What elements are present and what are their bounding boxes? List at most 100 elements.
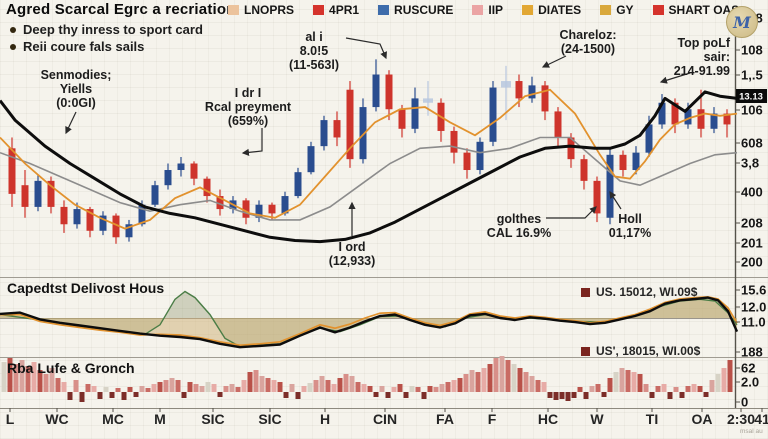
legend-item-label: LNOPRS — [244, 3, 295, 17]
candlestick — [359, 107, 367, 160]
volume-bar — [373, 392, 379, 397]
y-axis-label: 3,8 — [741, 156, 759, 171]
volume-bar — [541, 382, 547, 392]
ma-line-black — [0, 90, 738, 244]
legend-item-shart-oas: SHART OAS — [652, 3, 740, 17]
candlestick — [268, 204, 276, 214]
volume-bar — [655, 386, 661, 392]
volume-bar — [259, 376, 265, 392]
candlestick — [450, 130, 458, 153]
legend-swatch-icon — [522, 5, 534, 15]
volume-bar — [409, 386, 415, 392]
candlestick — [242, 200, 250, 218]
candlestick — [423, 98, 433, 103]
legend-item-label: GY — [616, 3, 634, 17]
annotation-arrow-top-polf — [659, 72, 691, 84]
page-title: Agred Scarcal Egrc a recriatior — [6, 1, 233, 18]
volume-bar — [61, 382, 67, 392]
volume-bar — [613, 372, 619, 392]
candlestick — [463, 152, 471, 171]
candlestick — [411, 98, 419, 129]
y-axis-label: 0 — [741, 395, 748, 410]
volume-bar — [7, 358, 13, 392]
candlestick — [125, 224, 133, 238]
volume-bar — [37, 370, 43, 392]
volume-bar — [133, 392, 139, 397]
volume-bar — [415, 387, 421, 392]
volume-bar — [577, 387, 583, 392]
candlestick — [21, 185, 29, 207]
volume-bar — [193, 384, 199, 392]
volume-bar — [451, 380, 457, 392]
volume-bar — [667, 392, 673, 399]
volume-bar — [457, 378, 463, 392]
subtitle-bullet-2: Reii coure fals sails — [10, 39, 144, 54]
volume-bar — [343, 374, 349, 392]
volume-bar — [595, 384, 601, 392]
volume-legend-label: US', 18015, WI.00$ — [596, 344, 701, 358]
legend-item-diates: DIATES — [522, 3, 581, 17]
volume-bar — [391, 387, 397, 392]
volume-bar — [493, 358, 499, 392]
volume-bar — [115, 388, 121, 392]
volume-bar — [385, 392, 391, 398]
legend-item-label: IIP — [488, 3, 504, 17]
volume-bar — [715, 374, 721, 392]
volume-bar — [661, 384, 667, 392]
legend-swatch-icon — [581, 287, 590, 297]
candlestick — [86, 209, 94, 231]
y-axis-label: 608 — [741, 136, 763, 151]
legend-item-label: SHART OAS — [668, 3, 740, 17]
candlestick — [372, 74, 380, 108]
fine-print: msal au — [740, 428, 763, 435]
volume-bar — [631, 372, 637, 392]
legend-item-label: DIATES — [538, 3, 582, 17]
volume-bar — [499, 356, 505, 392]
volume-bar — [235, 387, 241, 392]
volume-bar — [529, 376, 535, 392]
legend-swatch-icon — [472, 5, 484, 15]
volume-bar — [289, 384, 295, 392]
oscillator-legend: US. 15012, WI.09$ — [581, 285, 697, 299]
volume-bar — [211, 384, 217, 392]
x-axis-label: WC — [45, 411, 68, 427]
candlestick — [645, 124, 653, 153]
volume-bar — [13, 364, 19, 392]
volume-bar — [403, 392, 409, 398]
y-axis-label: 1,.5 — [741, 68, 763, 83]
candlestick — [333, 120, 341, 138]
volume-bar — [505, 360, 511, 392]
volume-bar — [145, 388, 151, 392]
candlestick — [320, 120, 328, 147]
volume-bar — [349, 376, 355, 392]
candlestick — [541, 85, 549, 112]
volume-bar — [691, 384, 697, 392]
candlestick — [47, 180, 55, 207]
y-axis-label: 11.0 — [741, 315, 766, 330]
volume-bar — [337, 378, 343, 392]
volume-bar — [685, 386, 691, 392]
volume-bar — [511, 364, 517, 392]
volume-bar — [553, 392, 559, 400]
candlestick — [515, 81, 523, 99]
legend-item-label: 4PR1 — [329, 3, 360, 17]
x-axis-label: SIC — [258, 411, 281, 427]
x-axis-label: HC — [538, 411, 558, 427]
volume-bar — [265, 378, 271, 392]
volume-bar — [103, 387, 109, 392]
annotation-arrow-al-i — [345, 37, 387, 60]
candlestick — [294, 172, 302, 197]
volume-bar — [397, 384, 403, 392]
volume-bar — [571, 392, 577, 398]
volume-bar — [421, 392, 427, 399]
volume-bar — [97, 392, 103, 399]
volume-bar — [253, 370, 259, 392]
volume-bar — [85, 384, 91, 392]
y-axis-label: 108 — [741, 43, 763, 58]
volume-bar — [721, 368, 727, 392]
volume-bar — [619, 368, 625, 392]
volume-bar — [73, 380, 79, 392]
annotation-arrow-chareloz — [541, 55, 567, 68]
oscillator-legend-label: US. 15012, WI.09$ — [596, 285, 698, 299]
volume-bar — [229, 384, 235, 392]
